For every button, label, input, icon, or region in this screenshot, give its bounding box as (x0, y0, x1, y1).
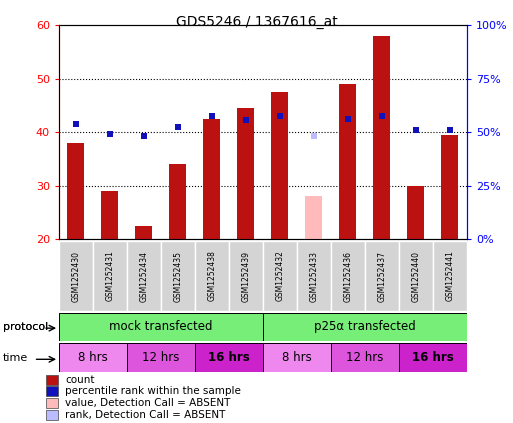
Bar (169, 164, 186, 239)
Text: 12 hrs: 12 hrs (142, 352, 180, 364)
Text: rank, Detection Call = ABSENT: rank, Detection Call = ABSENT (65, 410, 225, 420)
Bar (59, 313, 263, 341)
Bar (195, 343, 263, 372)
Text: GSM1252434: GSM1252434 (140, 250, 148, 302)
Bar (271, 92, 288, 239)
Text: GSM1252438: GSM1252438 (207, 250, 216, 302)
Bar (373, 36, 390, 239)
Text: GSM1252439: GSM1252439 (242, 250, 250, 302)
Bar (204, 119, 221, 239)
Bar (229, 241, 263, 311)
Bar (68, 143, 85, 239)
Text: count: count (65, 375, 94, 385)
Bar (59, 343, 127, 372)
Bar (433, 241, 467, 311)
Bar (305, 196, 322, 239)
Bar (46, 375, 58, 385)
Bar (263, 343, 331, 372)
Text: 8 hrs: 8 hrs (78, 352, 108, 364)
Text: GSM1252441: GSM1252441 (445, 250, 455, 302)
Text: protocol: protocol (3, 322, 48, 332)
Bar (441, 135, 458, 239)
Text: GSM1252436: GSM1252436 (343, 250, 352, 302)
Text: mock transfected: mock transfected (109, 320, 213, 333)
Bar (59, 241, 93, 311)
Bar (93, 241, 127, 311)
Bar (365, 241, 399, 311)
Text: GSM1252431: GSM1252431 (106, 250, 114, 302)
Bar (46, 386, 58, 396)
Bar (135, 225, 152, 239)
Bar (46, 398, 58, 408)
Bar (238, 108, 254, 239)
Text: GSM1252435: GSM1252435 (173, 250, 183, 302)
Text: GSM1252440: GSM1252440 (411, 250, 420, 302)
Text: GSM1252433: GSM1252433 (309, 250, 319, 302)
Text: GSM1252430: GSM1252430 (71, 250, 81, 302)
Bar (331, 241, 365, 311)
Bar (399, 343, 467, 372)
Text: GSM1252437: GSM1252437 (378, 250, 386, 302)
Text: GSM1252432: GSM1252432 (275, 250, 284, 302)
Text: percentile rank within the sample: percentile rank within the sample (65, 386, 241, 396)
Text: 16 hrs: 16 hrs (412, 352, 453, 364)
Bar (127, 343, 195, 372)
Text: 8 hrs: 8 hrs (282, 352, 312, 364)
Bar (331, 343, 399, 372)
Bar (127, 241, 161, 311)
Bar (407, 186, 424, 239)
Bar (161, 241, 195, 311)
Bar (263, 313, 467, 341)
Text: 16 hrs: 16 hrs (208, 352, 250, 364)
Bar (195, 241, 229, 311)
Text: protocol: protocol (3, 322, 48, 332)
Bar (46, 410, 58, 420)
Text: value, Detection Call = ABSENT: value, Detection Call = ABSENT (65, 398, 230, 408)
Bar (297, 241, 331, 311)
Bar (399, 241, 433, 311)
Bar (340, 84, 357, 239)
Bar (102, 191, 119, 239)
Text: p25α transfected: p25α transfected (314, 320, 416, 333)
Text: time: time (3, 353, 28, 363)
Text: GDS5246 / 1367616_at: GDS5246 / 1367616_at (175, 15, 338, 29)
Bar (263, 241, 297, 311)
Text: 12 hrs: 12 hrs (346, 352, 384, 364)
